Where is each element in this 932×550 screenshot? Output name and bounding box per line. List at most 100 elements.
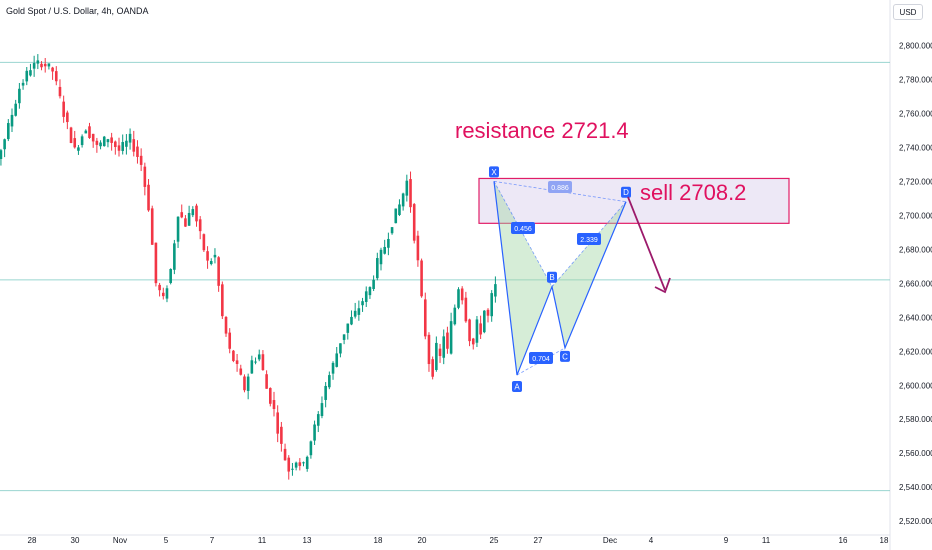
x-tick-label: 4 <box>649 536 654 545</box>
candle-body <box>62 101 65 117</box>
candle-body <box>409 179 412 208</box>
candle-body <box>132 139 136 152</box>
candle-body <box>21 82 25 86</box>
pattern-ratio-label: 0.456 <box>514 226 532 233</box>
candle-body <box>40 63 43 68</box>
candle-body <box>232 350 235 361</box>
currency-button[interactable]: USD <box>893 4 923 20</box>
candle-body <box>379 249 383 265</box>
x-tick-label: 11 <box>258 536 267 545</box>
candle-body <box>110 137 113 143</box>
chart-grid <box>0 0 891 550</box>
candle-body <box>202 234 206 251</box>
projection-arrow <box>627 196 666 291</box>
candle-body <box>254 361 257 363</box>
candle-body <box>494 284 497 297</box>
pattern-ratio-line <box>493 181 553 287</box>
pattern-point-badge <box>512 381 522 393</box>
pattern-point-label: X <box>491 168 497 177</box>
candle-body <box>0 150 3 160</box>
candle-body <box>383 246 386 254</box>
y-tick-label: 2,660.000 <box>899 279 932 288</box>
pattern-point-badge <box>489 166 499 178</box>
y-tick-label: 2,800.000 <box>899 41 932 50</box>
y-tick-label: 2,620.000 <box>899 347 932 356</box>
candle-body <box>43 63 47 67</box>
candle-body <box>453 307 457 325</box>
candle-body <box>320 403 324 417</box>
pattern-point-badge <box>560 350 570 362</box>
pattern-triangle-xab <box>494 181 552 376</box>
candle-body <box>88 126 91 138</box>
candle-body <box>32 63 36 69</box>
candle-body <box>217 257 220 286</box>
candle-body <box>269 388 272 404</box>
x-tick-label: 5 <box>164 536 169 545</box>
candle-body <box>246 376 250 391</box>
candle-body <box>139 155 143 165</box>
candle-body <box>69 127 73 144</box>
y-tick-label: 2,520.000 <box>899 517 932 526</box>
candle-body <box>438 348 442 356</box>
candle-body <box>486 309 490 316</box>
candle-body <box>54 71 58 82</box>
pattern-ratio-badge <box>529 352 553 364</box>
candle-body <box>390 227 394 234</box>
pattern-ratio-badge <box>548 181 572 193</box>
candles <box>0 54 497 480</box>
candle-body <box>161 292 165 297</box>
overlays: X A B C D 0.886 0.456 0.704 2.339 resistance 2721… <box>455 118 790 393</box>
candle-body <box>449 321 453 354</box>
candle-body <box>257 354 261 360</box>
pattern-ratio-badge <box>511 222 535 234</box>
candle-body <box>250 360 254 374</box>
candle-body <box>213 254 217 258</box>
candle-body <box>198 219 202 232</box>
projection-arrowhead <box>654 277 671 294</box>
x-tick-label: 27 <box>534 536 543 545</box>
candle-body <box>3 139 6 150</box>
candle-body <box>195 205 198 222</box>
candle-body <box>147 184 150 211</box>
candle-body <box>91 133 95 142</box>
pattern-point-badge <box>547 271 557 283</box>
candle-body <box>475 319 479 343</box>
candle-body <box>180 212 184 218</box>
candle-body <box>368 287 372 296</box>
x-tick-label: 16 <box>839 536 848 545</box>
candle-body <box>121 142 124 151</box>
x-tick-label: 18 <box>374 536 383 545</box>
x-tick-label: Dec <box>603 536 617 545</box>
candle-body <box>335 353 339 367</box>
pattern-ratio-badge <box>577 233 601 245</box>
candle-body <box>228 332 232 349</box>
y-tick-label: 2,540.000 <box>899 483 932 492</box>
candle-body <box>7 123 10 140</box>
candle-body <box>66 112 69 123</box>
candle-body <box>191 209 195 216</box>
candle-body <box>331 362 335 374</box>
candle-body <box>483 310 486 333</box>
y-tick-label: 2,640.000 <box>899 313 932 322</box>
candle-body <box>165 288 169 299</box>
candle-body <box>471 338 475 345</box>
candle-body <box>106 139 110 143</box>
y-tick-label: 2,740.000 <box>899 143 932 152</box>
pattern-point-badge <box>621 186 631 198</box>
y-tick-label: 2,760.000 <box>899 109 932 118</box>
candle-body <box>412 204 416 241</box>
y-tick-label: 2,720.000 <box>899 177 932 186</box>
candle-body <box>261 354 265 371</box>
candle-body <box>298 462 302 466</box>
candle-body <box>80 136 84 146</box>
candle-body <box>224 316 228 334</box>
candle-body <box>187 212 191 226</box>
x-tick-label: 13 <box>303 536 312 545</box>
candle-body <box>283 448 287 461</box>
candle-body <box>51 67 54 72</box>
candle-body <box>150 208 154 245</box>
candle-body <box>372 279 375 290</box>
symbol-label: Gold Spot / U.S. Dollar, 4h, OANDA <box>6 6 149 16</box>
candle-body <box>169 269 172 283</box>
